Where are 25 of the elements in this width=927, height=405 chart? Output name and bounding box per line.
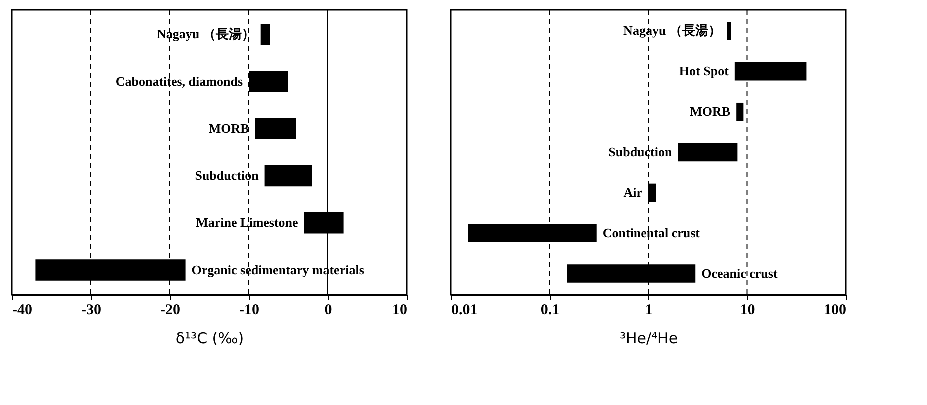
x-tick-label: 1 bbox=[645, 302, 653, 318]
x-tick-label: 100 bbox=[824, 302, 846, 318]
category-label: MORB bbox=[690, 104, 731, 120]
category-label: Subduction bbox=[608, 144, 672, 160]
x-tick-label: 10 bbox=[392, 302, 408, 318]
x-tick-label: -30 bbox=[82, 302, 102, 318]
x-tick-label: 0.01 bbox=[452, 302, 478, 318]
x-tick-label: 10 bbox=[740, 302, 756, 318]
category-label: Continental crust bbox=[602, 225, 700, 240]
category-label: Nagayu （長湯） bbox=[156, 26, 255, 42]
x-tick-label: -20 bbox=[160, 302, 180, 318]
category-label: Subduction bbox=[195, 168, 259, 184]
x-tick-label: 0.1 bbox=[540, 302, 560, 318]
x-tick-label: -10 bbox=[240, 302, 260, 318]
x-axis-title: δ¹³C (‰) bbox=[176, 330, 244, 348]
category-label: Nagayu （長湯） bbox=[624, 23, 722, 38]
category-label: Marine Limestone bbox=[196, 215, 298, 230]
category-label: Air bbox=[624, 184, 642, 200]
x-tick-label: -40 bbox=[12, 302, 32, 318]
category-label: Cabonatites, diamonds bbox=[116, 74, 243, 89]
x-axis-title: ³He/⁴He bbox=[620, 330, 678, 348]
category-label: Oceanic crust bbox=[702, 266, 778, 281]
category-label: Hot Spot bbox=[679, 64, 729, 79]
category-label: MORB bbox=[208, 120, 250, 136]
x-tick-label: 0 bbox=[324, 302, 332, 318]
